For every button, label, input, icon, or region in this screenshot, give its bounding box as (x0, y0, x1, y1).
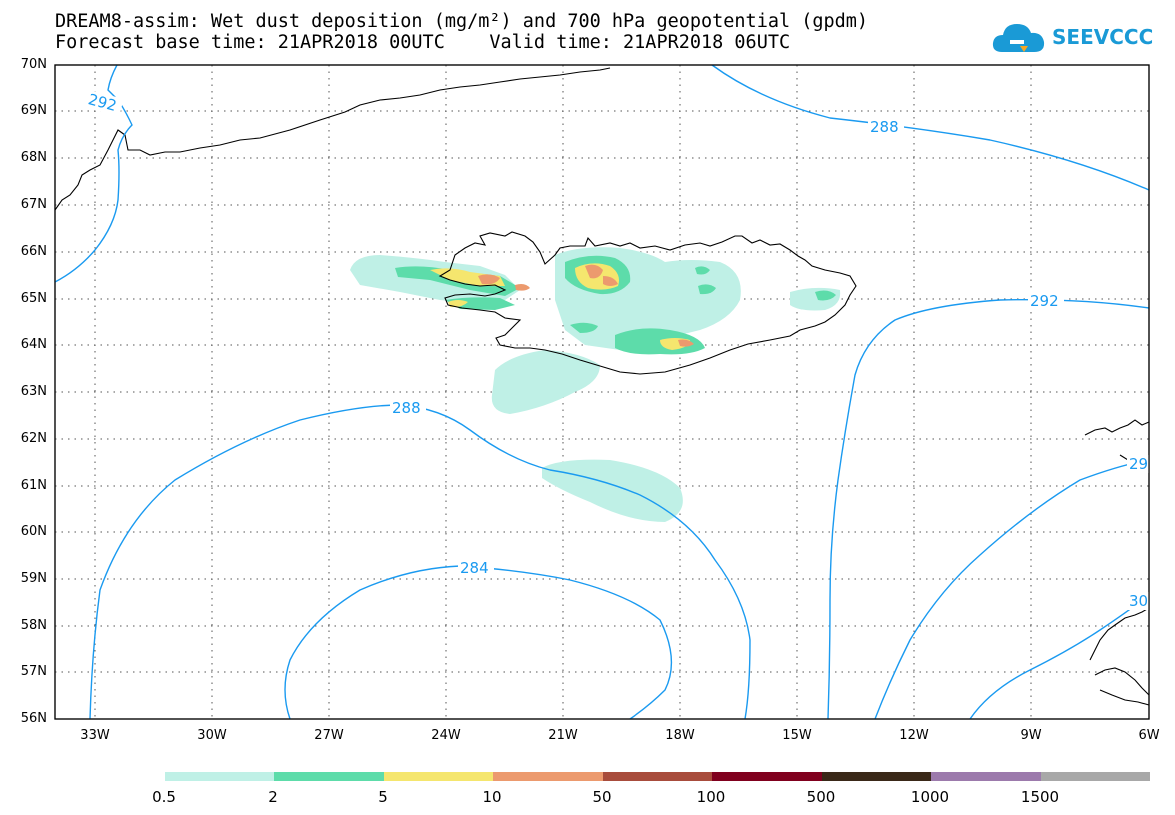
dust-2-east3 (815, 290, 836, 301)
colorbar-swatch-7 (821, 772, 932, 781)
lon-label-6w: 6W (1138, 728, 1160, 743)
lat-label-69n: 69N (20, 103, 47, 118)
lat-label-67n: 67N (20, 197, 47, 212)
lat-label-59n: 59N (20, 571, 47, 586)
dust-10-north2 (603, 276, 618, 286)
lat-label-61n: 61N (20, 478, 47, 493)
colorbar-label-10: 10 (482, 788, 502, 806)
dust-10-fjord (515, 284, 530, 291)
lat-label-58n: 58N (20, 618, 47, 633)
lat-label-62n: 62N (20, 431, 47, 446)
lon-label-18w: 18W (665, 728, 695, 743)
dust-2-east1 (698, 284, 716, 295)
colorbar-swatch-9 (1040, 772, 1150, 781)
faroe-shetland-coast (1084, 419, 1150, 436)
lon-label-27w: 27W (314, 728, 344, 743)
lat-label-57n: 57N (20, 664, 47, 679)
colorbar-swatch-8 (931, 772, 1041, 781)
colorbar-swatch-3 (383, 772, 494, 781)
lat-label-66n: 66N (20, 244, 47, 259)
contour-292-e (827, 298, 1150, 720)
logo-text: SEEVCCC (1052, 25, 1154, 49)
lon-label-15w: 15W (782, 728, 812, 743)
contour-label-29-partial: 29 (1129, 455, 1148, 473)
geopotential-contours (54, 64, 1150, 720)
colorbar-label-1000: 1000 (910, 788, 950, 806)
dust-10-north (585, 264, 603, 279)
contour-label-30-partial: 30 (1129, 592, 1148, 610)
contour-288-s (89, 404, 751, 720)
contour-label-288-s: 288 (392, 399, 421, 417)
colorbar-swatch-2 (274, 772, 384, 781)
coastlines (54, 67, 1150, 706)
colorbar-label-100: 100 (696, 788, 726, 806)
cloud-icon (992, 24, 1045, 52)
lat-label-70n: 70N (20, 57, 47, 72)
scotland-coast (1089, 607, 1150, 706)
dust-area-south-plume (491, 350, 600, 414)
lat-label-65n: 65N (20, 291, 47, 306)
lat-label-64n: 64N (20, 337, 47, 352)
dust-2-south (615, 328, 705, 355)
greenland-coast (54, 67, 611, 211)
dust-5-westfjord (448, 300, 468, 308)
contour-284 (284, 565, 673, 720)
lon-label-33w: 33W (80, 728, 110, 743)
seevccc-logo: SEEVCCC (990, 18, 1153, 58)
lat-label-60n: 60N (20, 524, 47, 539)
colorbar-label-0.5: 0.5 (152, 788, 176, 806)
colorbar-swatch-5 (602, 772, 713, 781)
dust-10-south (678, 339, 694, 347)
colorbar-swatch-4 (493, 772, 603, 781)
contour-29-partial (874, 459, 1150, 720)
iceland-coast (438, 231, 857, 375)
contour-288-ne (711, 64, 1150, 191)
contour-label-288-ne: 288 (870, 118, 899, 136)
contour-label-292-e: 292 (1030, 292, 1059, 310)
colorbar (165, 772, 1150, 781)
lat-label-68n: 68N (20, 150, 47, 165)
colorbar-label-5: 5 (378, 788, 388, 806)
colorbar-swatch-1 (165, 772, 275, 781)
colorbar-swatch-6 (712, 772, 822, 781)
dust-2-south-small (570, 322, 598, 333)
lon-label-21w: 21W (548, 728, 578, 743)
lat-label-56n: 56N (20, 711, 47, 726)
chart-title: DREAM8-assim: Wet dust deposition (mg/m²… (55, 11, 869, 32)
contour-30-partial (969, 594, 1150, 720)
lon-label-30w: 30W (197, 728, 227, 743)
lat-label-63n: 63N (20, 384, 47, 399)
chart-subtitle: Forecast base time: 21APR2018 00UTC Vali… (55, 32, 791, 53)
colorbar-label-1500: 1500 (1020, 788, 1060, 806)
lon-label-12w: 12W (899, 728, 929, 743)
dust-2-east2 (695, 266, 710, 275)
contour-292-nw (54, 64, 133, 283)
colorbar-label-500: 500 (806, 788, 836, 806)
dust-10-west (478, 274, 500, 285)
lon-label-9w: 9W (1020, 728, 1042, 743)
lon-label-24w: 24W (431, 728, 461, 743)
contour-label-284: 284 (460, 559, 489, 577)
colorbar-label-2: 2 (268, 788, 278, 806)
colorbar-label-50: 50 (592, 788, 612, 806)
